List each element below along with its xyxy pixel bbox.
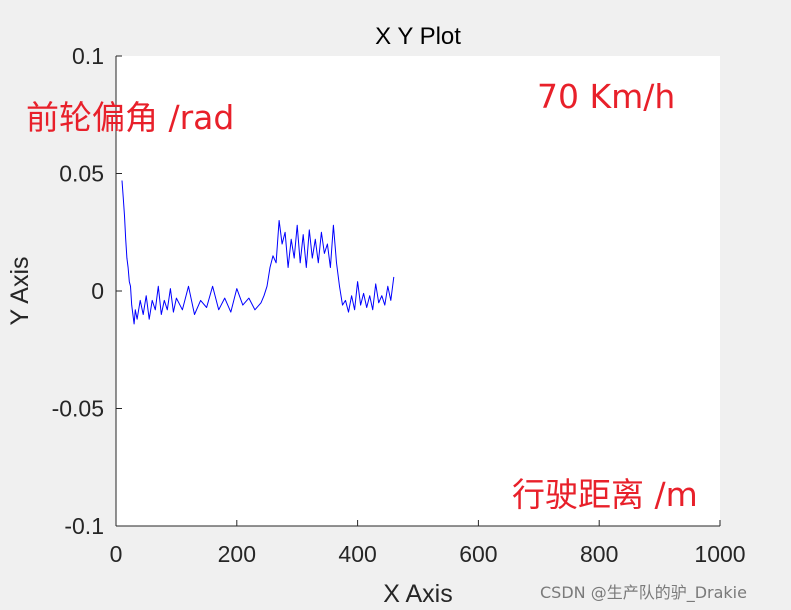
series <box>121 180 395 325</box>
chart-title: X Y Plot <box>375 23 461 50</box>
y-axis-label: Y Axis <box>6 256 34 325</box>
x-ticks: 0 200 400 600 800 1000 <box>110 520 746 567</box>
annotation-front-wheel-angle: 前轮偏角 /rad <box>26 98 234 137</box>
x-tick-label: 800 <box>580 541 618 567</box>
x-tick-label: 1000 <box>694 541 745 567</box>
x-axis-label: X Axis <box>383 580 452 608</box>
annotation-speed: 70 Km/h <box>537 77 675 116</box>
plot-area <box>116 56 720 526</box>
x-tick-label: 0 <box>110 541 123 567</box>
y-tick-label: -0.1 <box>64 513 104 539</box>
series-line-0 <box>121 180 395 325</box>
y-tick-label: -0.05 <box>52 396 104 422</box>
x-tick-label: 400 <box>338 541 376 567</box>
watermark: CSDN @生产队的驴_Drakie <box>540 583 747 603</box>
x-tick-label: 200 <box>218 541 256 567</box>
y-tick-label: 0.1 <box>72 43 104 69</box>
y-ticks: -0.1 -0.05 0 0.05 0.1 <box>52 43 122 539</box>
annotation-travel-distance: 行驶距离 /m <box>512 475 698 514</box>
y-tick-label: 0.05 <box>59 161 104 187</box>
x-tick-label: 600 <box>459 541 497 567</box>
y-tick-label: 0 <box>91 278 104 304</box>
